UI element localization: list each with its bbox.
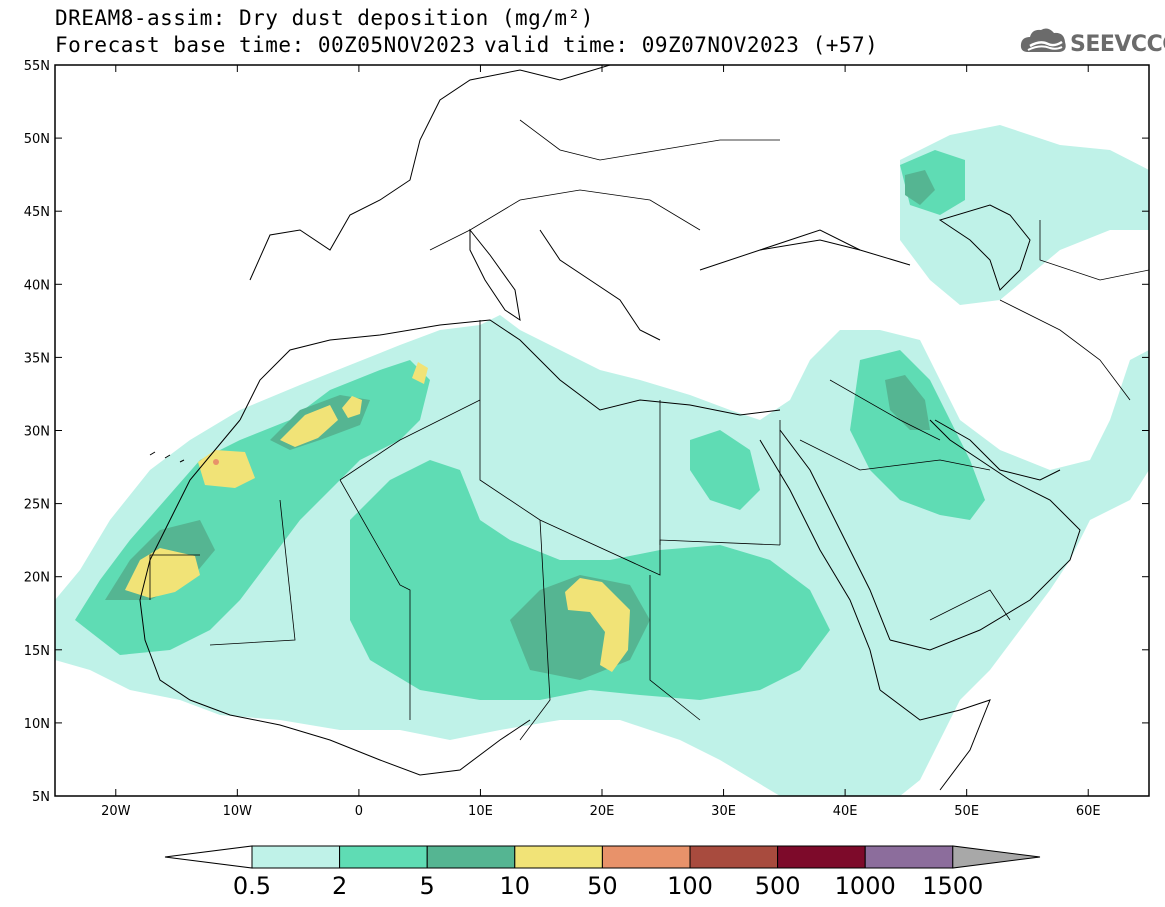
dust-contour-50-spot — [213, 459, 219, 465]
lat-label: 5N — [32, 790, 50, 805]
dust-contour-2-sahara-east — [690, 430, 760, 510]
latitude-axis: 55N 50N 45N 40N 35N 30N 25N 20N 15N 10N 5N — [24, 59, 1149, 805]
colorbar-swatch — [251, 845, 341, 869]
coastlines — [139, 65, 1081, 791]
colorbar-swatch — [689, 845, 779, 869]
lat-label: 10N — [24, 717, 50, 732]
lon-label: 10E — [468, 804, 493, 819]
colorbar-label: 2 — [332, 872, 347, 900]
lon-label: 60E — [1076, 804, 1101, 819]
lon-label: 50E — [954, 804, 979, 819]
colorbar-swatch — [777, 845, 866, 869]
dust-contour-5-iraq — [885, 375, 930, 430]
lat-label: 25N — [24, 498, 50, 513]
dust-contour-10-morocco — [280, 405, 338, 447]
lon-label: 0 — [355, 804, 363, 819]
lat-label: 20N — [24, 571, 50, 586]
colorbar-swatch — [426, 845, 516, 869]
colorbar-label: 500 — [755, 872, 801, 900]
lat-label: 30N — [24, 425, 50, 440]
dust-contour-10-chad — [565, 578, 630, 672]
longitude-axis: 20W 10W 0 10E 20E 30E 40E 50E 60E — [101, 65, 1101, 819]
lat-label: 40N — [24, 278, 50, 293]
seevccc-logo: SEEVCCC — [1018, 22, 1165, 62]
colorbar-swatch — [339, 845, 428, 869]
colorbar-label: 1500 — [922, 872, 983, 900]
lat-label: 50N — [24, 132, 50, 147]
colorbar-label: 10 — [500, 872, 531, 900]
cloud-icon — [1020, 28, 1066, 52]
lat-label: 35N — [24, 351, 50, 366]
dust-field — [55, 65, 1149, 796]
lat-label: 15N — [24, 644, 50, 659]
lon-label: 20E — [590, 804, 615, 819]
colorbar-label: 0.5 — [233, 872, 271, 900]
dust-contour-2-arabia — [850, 350, 985, 520]
forecast-base-time: Forecast base time: 00Z05NOV2023 — [55, 33, 476, 57]
colorbar-swatch — [514, 845, 603, 869]
colorbar: 0.5 2 5 10 50 100 500 1000 1500 — [164, 845, 1041, 900]
lat-label: 55N — [24, 59, 50, 74]
lon-label: 10W — [223, 804, 253, 819]
logo-text: SEEVCCC — [1070, 32, 1165, 57]
lon-label: 40E — [833, 804, 858, 819]
colorbar-label: 1000 — [835, 872, 896, 900]
colorbar-label: 100 — [667, 872, 713, 900]
colorbar-swatch — [864, 845, 954, 869]
dust-contour-10-algeria — [412, 362, 428, 384]
colorbar-label: 50 — [587, 872, 618, 900]
colorbar-swatch — [601, 845, 691, 869]
lon-label: 20W — [101, 804, 131, 819]
lon-label: 30E — [711, 804, 736, 819]
dust-contour-10-westsahara — [198, 450, 255, 488]
colorbar-label: 5 — [420, 872, 435, 900]
dust-contour-5-caspian — [905, 170, 935, 205]
country-borders — [149, 119, 1149, 741]
valid-time: valid time: 09Z07NOV2023 (+57) — [484, 33, 879, 57]
colorbar-left-arrow — [164, 845, 253, 869]
colorbar-right-arrow — [952, 845, 1041, 869]
dust-contour-10-morocco-2 — [342, 396, 362, 418]
lat-label: 45N — [24, 205, 50, 220]
map-title: DREAM8-assim: Dry dust deposition (mg/m²… — [55, 6, 594, 30]
